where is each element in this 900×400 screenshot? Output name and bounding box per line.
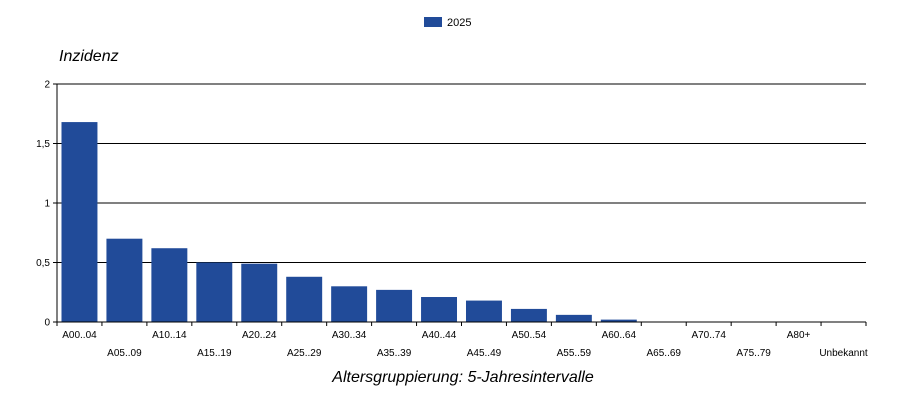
bar-A25..29 xyxy=(286,276,323,322)
bar-A00..04 xyxy=(61,122,98,322)
x-tick-label: A15..19 xyxy=(197,348,232,359)
bar-A40..44 xyxy=(421,297,458,322)
gridlines xyxy=(57,83,866,263)
y-axis-title: Inzidenz xyxy=(59,48,119,65)
x-axis-title: Altersgruppierung: 5-Jahresintervalle xyxy=(331,369,594,386)
bar-A60..64 xyxy=(600,319,637,322)
y-tick-label: 1,5 xyxy=(36,139,50,150)
bar-A10..14 xyxy=(151,248,188,322)
bar-A35..39 xyxy=(376,289,413,322)
x-tick-label: A50..54 xyxy=(512,330,547,341)
y-tick-label: 2 xyxy=(44,80,50,91)
x-tick-label: Unbekannt xyxy=(819,348,868,359)
x-tick-label: A75..79 xyxy=(736,348,771,359)
x-tick-label: A35..39 xyxy=(377,348,412,359)
x-tick-label: A00..04 xyxy=(62,330,97,341)
x-tick-label: A70..74 xyxy=(691,330,726,341)
legend: 2025 xyxy=(424,17,471,29)
legend-swatch xyxy=(424,17,442,27)
x-tick-label: A45..49 xyxy=(467,348,502,359)
y-tick-label: 0,5 xyxy=(36,258,50,269)
x-tick-label: A25..29 xyxy=(287,348,322,359)
x-tick-label: A80+ xyxy=(787,330,811,341)
x-tick-label: A60..64 xyxy=(602,330,637,341)
bar-A45..49 xyxy=(465,300,502,322)
x-tick-label: A10..14 xyxy=(152,330,187,341)
x-tick-label: A55..59 xyxy=(557,348,592,359)
x-tick-label: A05..09 xyxy=(107,348,142,359)
x-tick-label: A30..34 xyxy=(332,330,367,341)
x-tick-label: A65..69 xyxy=(647,348,682,359)
legend-label: 2025 xyxy=(447,17,471,29)
bar-A55..59 xyxy=(555,314,592,322)
x-tick-label: A20..24 xyxy=(242,330,277,341)
x-axis-ticks: A00..04 A05..09 A10..14 A15..19 A20..24 A25..… xyxy=(56,322,868,359)
x-tick-label: A40..44 xyxy=(422,330,457,341)
y-tick-label: 1 xyxy=(44,199,50,210)
bar-A30..34 xyxy=(331,286,368,322)
y-tick-label: 0 xyxy=(44,318,50,329)
bar-A50..54 xyxy=(510,308,547,322)
y-axis-ticks: 0 0,5 1 1,5 2 xyxy=(36,80,57,329)
bar-A05..09 xyxy=(106,238,143,322)
bar-A20..24 xyxy=(241,263,278,322)
bar-A15..19 xyxy=(196,262,233,322)
bars xyxy=(61,122,637,322)
